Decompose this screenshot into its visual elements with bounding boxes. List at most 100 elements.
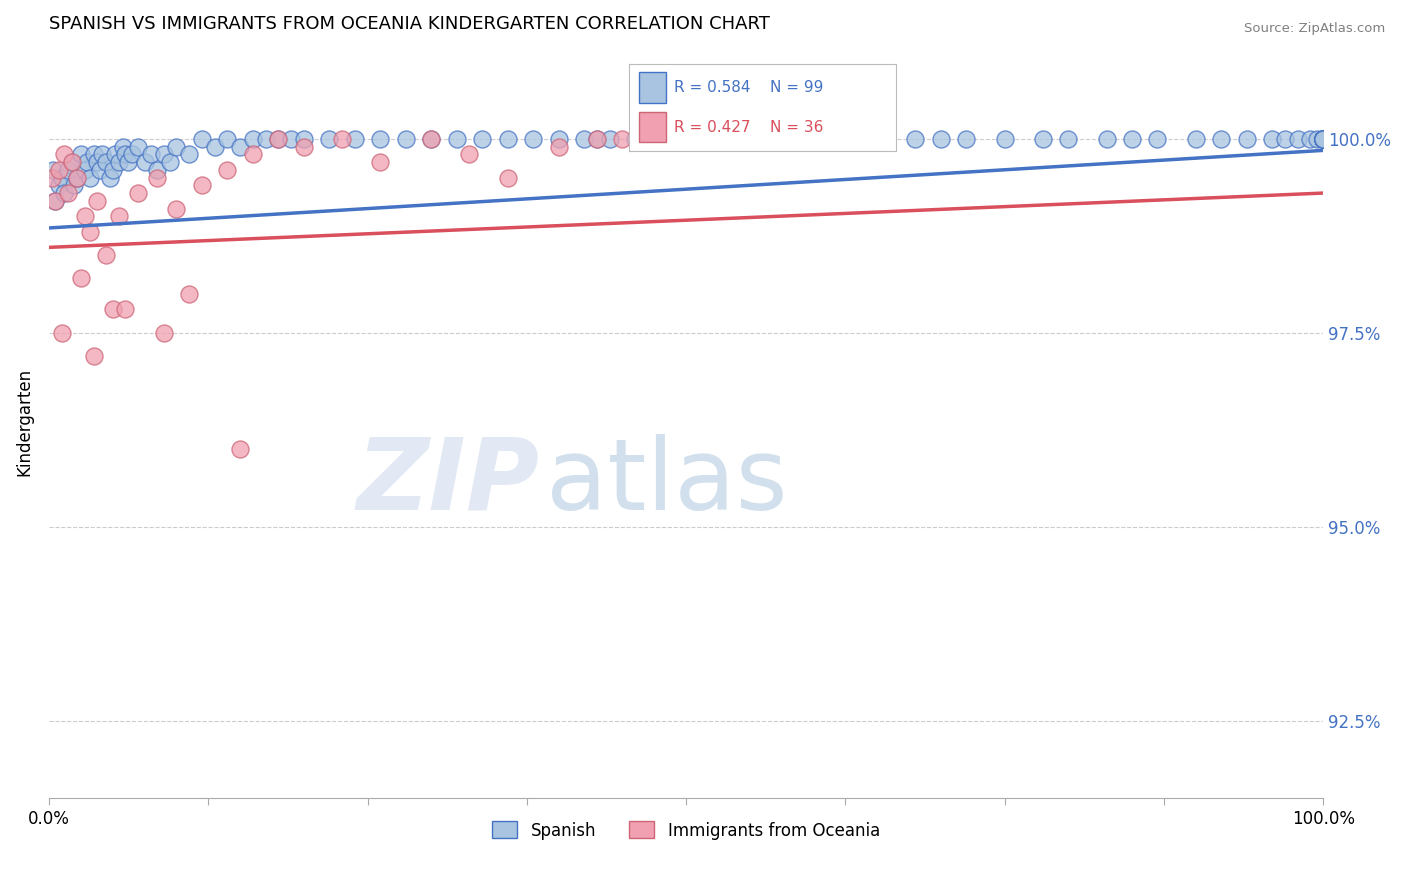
Point bbox=[446, 132, 468, 146]
Point bbox=[586, 132, 609, 146]
Point bbox=[66, 170, 89, 185]
Point bbox=[1286, 132, 1309, 146]
Point bbox=[179, 286, 201, 301]
Point bbox=[547, 132, 569, 146]
Text: atlas: atlas bbox=[546, 434, 787, 531]
Point bbox=[242, 132, 264, 146]
Point bbox=[420, 132, 443, 146]
Point bbox=[101, 302, 124, 317]
Point bbox=[1312, 132, 1334, 146]
Point bbox=[1211, 132, 1233, 146]
Point bbox=[1299, 132, 1322, 146]
Point bbox=[53, 147, 76, 161]
Point bbox=[929, 132, 952, 146]
Point bbox=[1312, 132, 1334, 146]
Point bbox=[44, 194, 66, 208]
Point bbox=[60, 155, 83, 169]
Point bbox=[572, 132, 595, 146]
Point bbox=[165, 202, 187, 216]
Point bbox=[76, 155, 98, 169]
Point bbox=[146, 170, 169, 185]
Point bbox=[1312, 132, 1334, 146]
Point bbox=[152, 326, 174, 340]
Point bbox=[73, 162, 96, 177]
Point bbox=[104, 147, 127, 161]
Point bbox=[1312, 132, 1334, 146]
Point bbox=[152, 147, 174, 161]
Point bbox=[254, 132, 277, 146]
Point bbox=[420, 132, 443, 146]
Point bbox=[79, 170, 101, 185]
Point bbox=[292, 139, 315, 153]
Y-axis label: Kindergarten: Kindergarten bbox=[15, 368, 32, 476]
Point bbox=[994, 132, 1017, 146]
Point bbox=[165, 139, 187, 153]
Point bbox=[191, 132, 214, 146]
Point bbox=[330, 132, 353, 146]
Point bbox=[803, 132, 825, 146]
Point bbox=[56, 186, 79, 200]
Point bbox=[146, 162, 169, 177]
Point bbox=[1274, 132, 1296, 146]
Point bbox=[368, 155, 391, 169]
Point bbox=[44, 194, 66, 208]
Point bbox=[522, 132, 544, 146]
Point bbox=[458, 147, 481, 161]
Point bbox=[267, 132, 290, 146]
Point bbox=[292, 132, 315, 146]
Point bbox=[53, 186, 76, 200]
Text: SPANISH VS IMMIGRANTS FROM OCEANIA KINDERGARTEN CORRELATION CHART: SPANISH VS IMMIGRANTS FROM OCEANIA KINDE… bbox=[49, 15, 770, 33]
Point bbox=[904, 132, 927, 146]
Point bbox=[267, 132, 290, 146]
Point bbox=[114, 147, 136, 161]
Point bbox=[56, 162, 79, 177]
Point bbox=[662, 132, 685, 146]
Point bbox=[108, 210, 131, 224]
Point bbox=[111, 139, 134, 153]
Point bbox=[1146, 132, 1168, 146]
Point bbox=[599, 132, 621, 146]
Point bbox=[1236, 132, 1258, 146]
Point bbox=[650, 132, 672, 146]
Point bbox=[121, 147, 143, 161]
Point bbox=[66, 170, 89, 185]
Point bbox=[159, 155, 181, 169]
Point bbox=[217, 132, 239, 146]
Point bbox=[108, 155, 131, 169]
Point bbox=[586, 132, 609, 146]
Point bbox=[83, 147, 105, 161]
Point bbox=[1312, 132, 1334, 146]
Point bbox=[83, 349, 105, 363]
Point bbox=[117, 155, 139, 169]
Text: ZIP: ZIP bbox=[357, 434, 540, 531]
Point bbox=[318, 132, 340, 146]
Point bbox=[1261, 132, 1284, 146]
Point bbox=[69, 147, 91, 161]
Point bbox=[69, 271, 91, 285]
Point bbox=[725, 132, 748, 146]
Point bbox=[368, 132, 391, 146]
Point bbox=[471, 132, 494, 146]
Point bbox=[496, 132, 519, 146]
Point bbox=[51, 170, 73, 185]
Point bbox=[776, 132, 799, 146]
Point bbox=[1095, 132, 1118, 146]
Point bbox=[1032, 132, 1054, 146]
Point bbox=[191, 178, 214, 193]
Point bbox=[60, 155, 83, 169]
Point bbox=[42, 162, 65, 177]
Point bbox=[1312, 132, 1334, 146]
Point bbox=[496, 170, 519, 185]
Legend: Spanish, Immigrants from Oceania: Spanish, Immigrants from Oceania bbox=[485, 814, 887, 847]
Point bbox=[242, 147, 264, 161]
Point bbox=[675, 132, 697, 146]
Point bbox=[1312, 132, 1334, 146]
Point bbox=[1184, 132, 1206, 146]
Point bbox=[763, 132, 786, 146]
Point bbox=[229, 139, 252, 153]
Point bbox=[91, 147, 114, 161]
Point bbox=[73, 210, 96, 224]
Point bbox=[395, 132, 418, 146]
Point bbox=[955, 132, 977, 146]
Point bbox=[637, 132, 659, 146]
